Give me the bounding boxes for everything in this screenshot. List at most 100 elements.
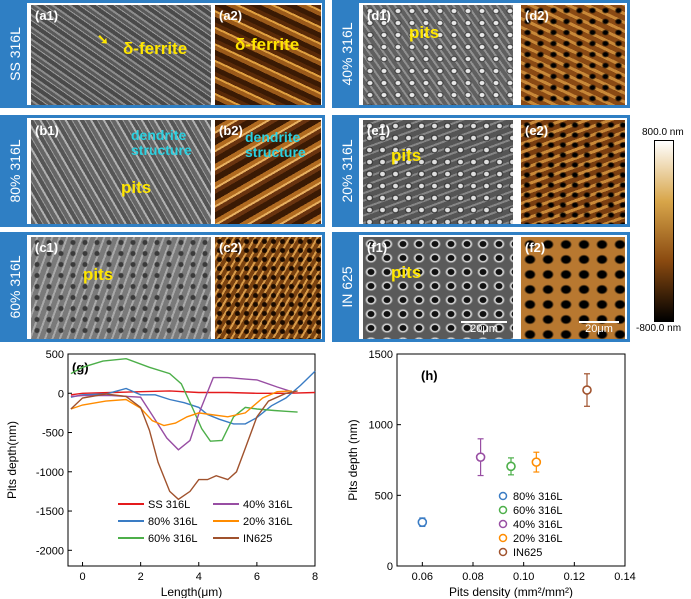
note-b1-pits: pits: [121, 178, 152, 197]
afm-image-a2: (a2) δ-ferrite: [215, 5, 321, 105]
note-a2: δ-ferrite: [235, 35, 300, 54]
colorbar-max-label: 800.0 nm: [642, 127, 684, 138]
panel-label-h: (h): [421, 368, 438, 383]
colorbar-min-label: -800.0 nm: [636, 323, 682, 334]
afm-image-b2: (b2) dendrite structure: [215, 120, 321, 224]
side-label-e: 20% 316L: [335, 118, 359, 224]
afm-image-f2: (f2) 20μm: [521, 237, 625, 339]
y-tick-label-h: 1000: [369, 420, 393, 432]
side-text-a: SS 316L: [7, 27, 23, 81]
x-tick-label-g: 6: [254, 571, 260, 583]
label-b1: (b1): [35, 123, 59, 138]
plot-frame-h: [396, 353, 626, 567]
sem-image-c1: (c1) pits: [31, 237, 211, 339]
y-tick-label-g: -500: [42, 428, 64, 440]
legend-marker-h: [498, 533, 508, 543]
legend-label-g: 80% 316L: [148, 516, 198, 528]
note-b2: dendrite structure: [245, 129, 306, 160]
note-c1: pits: [83, 265, 114, 284]
legend-marker-h: [498, 491, 508, 501]
legend-label-h: 80% 316L: [513, 491, 563, 503]
x-tick-label-h: 0.10: [513, 571, 534, 583]
y-axis-label-g: Pits depth(nm): [5, 421, 19, 499]
panel-d: 40% 316L (d1) pits (d2): [332, 0, 630, 108]
data-point-in625: [582, 385, 592, 395]
panel-c: 60% 316L (c1) pits (c2): [0, 232, 325, 342]
x-tick-label-g: 8: [312, 571, 318, 583]
y-tick-label-h: 500: [375, 490, 393, 502]
x-tick-label-h: 0.06: [412, 571, 433, 583]
panel-b: 80% 316L (b1) dendrite structure pits (b…: [0, 115, 325, 227]
series-line-in625: [70, 390, 298, 501]
afm-image-c2: (c2): [215, 237, 321, 339]
y-tick-label-h: 1500: [369, 349, 393, 361]
x-tick-label-h: 0.12: [564, 571, 585, 583]
y-tick-label-g: -1000: [36, 467, 64, 479]
legend-label-g: SS 316L: [148, 499, 190, 511]
data-point-40-316l: [475, 452, 486, 462]
panel-f: IN 625 (f1) pits 20μm (f2) 20μm: [332, 232, 630, 342]
note-a1: δ-ferrite: [123, 39, 188, 58]
legend-marker-h: [498, 505, 508, 515]
label-c1: (c1): [35, 240, 59, 255]
label-f1: (f1): [367, 240, 388, 255]
series-line-20-316l: [70, 390, 292, 427]
afm-image-d2: (d2): [521, 5, 625, 105]
panel-a: SS 316L (a1) δ-ferrite ➘ (a2) δ-ferrite: [0, 0, 325, 108]
side-text-c: 60% 316L: [7, 255, 23, 319]
x-tick-label-g: 2: [138, 571, 144, 583]
x-axis-label-g: Length(μm): [161, 585, 223, 598]
sem-image-d1: (d1) pits: [363, 5, 513, 105]
legend-label-g: 40% 316L: [243, 499, 293, 511]
side-text-b: 80% 316L: [7, 139, 23, 203]
legend-label-h: 60% 316L: [513, 505, 563, 517]
side-text-d: 40% 316L: [339, 22, 355, 86]
legend-label-g: 60% 316L: [148, 533, 198, 545]
side-text-e: 20% 316L: [339, 139, 355, 203]
note-b1: dendrite structure: [131, 127, 192, 158]
legend-label-h: 40% 316L: [513, 519, 563, 531]
x-tick-label-h: 0.08: [462, 571, 483, 583]
data-point-20-316l: [531, 457, 542, 467]
label-e1: (e1): [367, 123, 391, 138]
data-point-60-316l: [506, 461, 516, 472]
label-a2: (a2): [219, 8, 243, 23]
arrow-a1: ➘: [97, 31, 109, 47]
x-tick-label-g: 4: [196, 571, 202, 583]
side-label-c: 60% 316L: [3, 235, 27, 339]
side-label-a: SS 316L: [3, 3, 27, 105]
chart-h: 0.06 0.08 0.10 0.12 0.14 0 500 1000 1500 Pits den…: [346, 349, 636, 598]
legend-marker-h: [498, 547, 508, 557]
side-label-f: IN 625: [335, 235, 359, 339]
y-tick-label-h: 0: [387, 561, 393, 573]
note-d1: pits: [409, 23, 440, 42]
legend-label-g: IN625: [243, 533, 272, 545]
sem-image-b1: (b1) dendrite structure pits: [31, 120, 211, 224]
sem-image-e1: (e1) pits: [363, 120, 513, 224]
label-b2: (b2): [219, 123, 243, 138]
label-d1: (d1): [367, 8, 391, 23]
side-label-d: 40% 316L: [335, 3, 359, 105]
side-label-b: 80% 316L: [3, 118, 27, 224]
note-e1: pits: [391, 146, 422, 165]
plot-frame-g: [67, 353, 316, 567]
panel-label-g: (g): [72, 360, 89, 375]
label-f2: (f2): [525, 240, 546, 255]
note-f1: pits: [391, 263, 422, 282]
y-tick-label-g: -2000: [36, 545, 64, 557]
label-c2: (c2): [219, 240, 243, 255]
sem-image-a1: (a1) δ-ferrite ➘: [31, 5, 211, 105]
side-text-f: IN 625: [339, 266, 355, 308]
scale-bar-f1: 20μm: [461, 321, 507, 335]
legend-label-h: IN625: [513, 547, 542, 559]
x-tick-label-h: 0.14: [614, 571, 635, 583]
colorbar: [654, 140, 674, 322]
legend-marker-h: [498, 519, 508, 529]
y-tick-label-g: -1500: [36, 506, 64, 518]
chart-g: 0 2 4 6 8 500 0 -500 -1000 -1500 -2000 Length(μm) Pi…: [5, 349, 318, 598]
label-d2: (d2): [525, 8, 549, 23]
legend-label-g: 20% 316L: [243, 516, 293, 528]
panel-e: 20% 316L (e1) pits (e2): [332, 115, 630, 227]
y-tick-label-g: 0: [58, 388, 64, 400]
scale-bar-f2: 20μm: [579, 321, 619, 335]
